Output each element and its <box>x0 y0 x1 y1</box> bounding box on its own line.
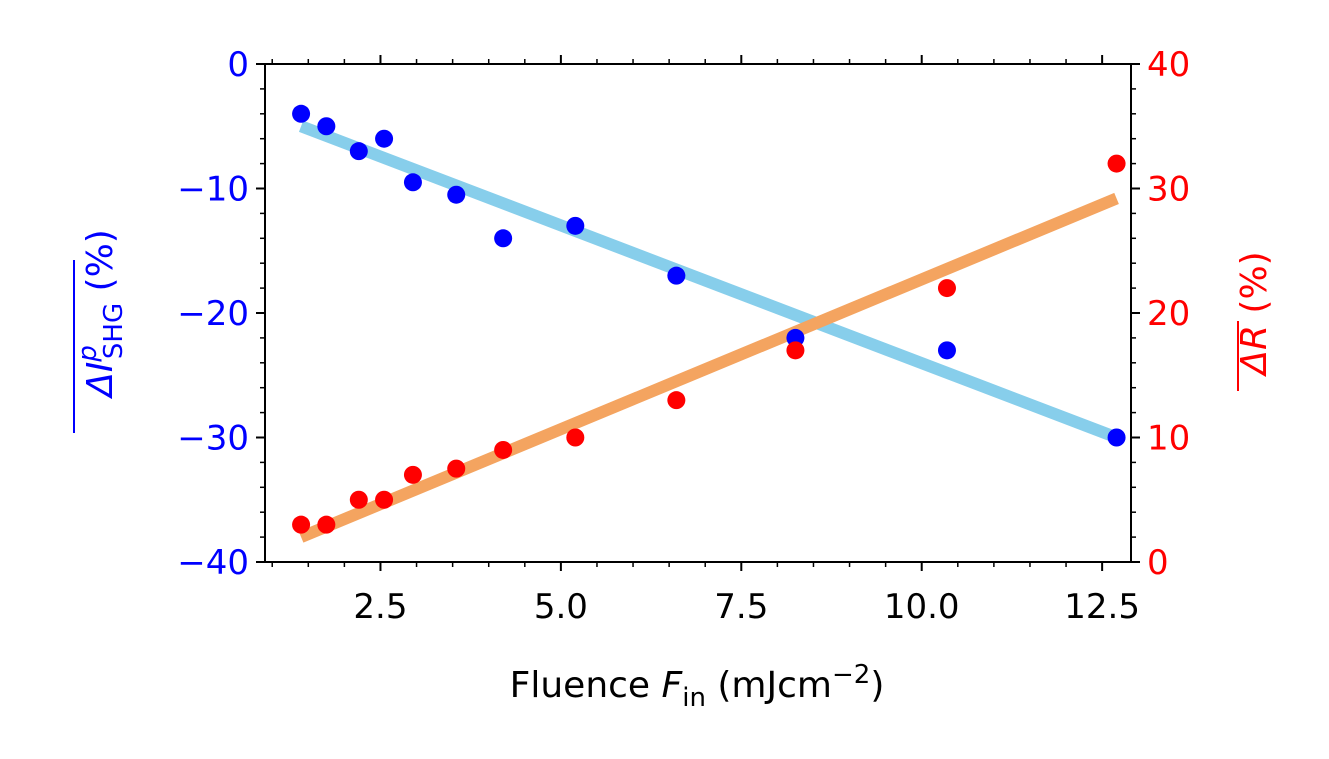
left-tick-label: −10 <box>177 170 249 210</box>
right-axis-title-main: ΔR <box>1234 325 1275 378</box>
svg-text:ΔIpSHG (%): ΔIpSHG (%) <box>73 229 129 400</box>
shg-point <box>317 117 336 136</box>
reflectivity-point <box>937 279 956 298</box>
left-axis-title-sub: SHG <box>99 303 129 359</box>
reflectivity-point <box>494 440 513 459</box>
plot-frame <box>264 63 1132 563</box>
reflectivity-point <box>566 428 585 447</box>
reflectivity-point <box>786 341 805 360</box>
reflectivity-point <box>375 490 394 509</box>
fit-line-reflectivity <box>298 192 1119 543</box>
x-axis-title-sup: −2 <box>832 660 870 690</box>
reflectivity-point <box>1107 154 1126 173</box>
reflectivity-point <box>447 459 466 478</box>
left-axis-title-delta: ΔI <box>80 362 121 400</box>
reflectivity-point <box>349 490 368 509</box>
x-axis-title-sub: in <box>682 683 706 713</box>
right-tick-label: 20 <box>1147 294 1190 334</box>
reflectivity-point <box>403 465 422 484</box>
shg-point <box>667 266 686 285</box>
right-tick-label: 0 <box>1147 543 1169 583</box>
svg-text:ΔR (%): ΔR (%) <box>1234 251 1275 377</box>
right-tick-label: 10 <box>1147 419 1190 459</box>
x-axis-title-main: Fluence <box>510 665 662 706</box>
x-axis-title-var: F <box>662 665 684 706</box>
x-axis-title: Fluence Fin (mJcm−2) <box>510 660 885 713</box>
reflectivity-point <box>667 391 686 410</box>
shg-point <box>349 142 368 161</box>
shg-point <box>786 328 805 347</box>
shg-point <box>1107 428 1126 447</box>
axis-ticks <box>256 55 1140 571</box>
x-tick-label: 12.5 <box>1064 587 1140 627</box>
reflectivity-point <box>317 515 336 534</box>
fit-lines <box>298 120 1119 543</box>
x-tick-label: 5.0 <box>534 587 588 627</box>
shg-point <box>292 104 311 123</box>
shg-point <box>403 173 422 192</box>
left-tick-label: −30 <box>177 419 249 459</box>
fit-line-shg <box>298 120 1119 444</box>
x-axis-title-unit-close: ) <box>870 665 884 706</box>
reflectivity-point <box>292 515 311 534</box>
left-tick-label: −20 <box>177 294 249 334</box>
shg-point <box>447 185 466 204</box>
left-tick-label: −40 <box>177 543 249 583</box>
right-axis-title-unit: (%) <box>1234 251 1275 325</box>
shg-point <box>375 129 394 148</box>
left-axis-title: ΔIpSHG (%) <box>73 229 129 433</box>
x-tick-label: 10.0 <box>884 587 960 627</box>
left-axis-title-sup: p <box>73 345 103 363</box>
right-axis-title: ΔR (%) <box>1234 251 1275 391</box>
data-points <box>292 104 1126 534</box>
right-tick-label: 30 <box>1147 170 1190 210</box>
x-tick-label: 7.5 <box>714 587 768 627</box>
shg-point <box>937 341 956 360</box>
left-axis-title-unit: (%) <box>80 229 121 303</box>
x-axis-title-unit-open: (mJcm <box>706 665 832 706</box>
shg-point <box>566 216 585 235</box>
shg-point <box>494 229 513 248</box>
right-tick-label: 40 <box>1147 45 1190 85</box>
x-tick-label: 2.5 <box>353 587 407 627</box>
left-tick-label: 0 <box>227 45 249 85</box>
